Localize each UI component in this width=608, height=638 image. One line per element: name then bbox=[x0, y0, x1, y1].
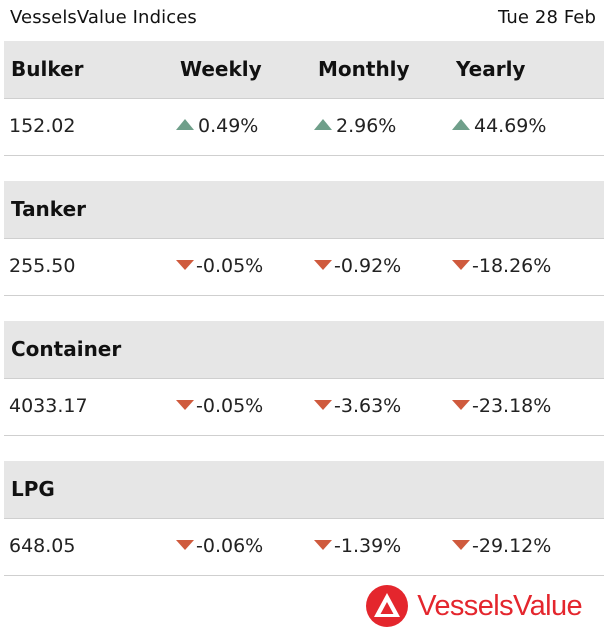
weekly-change: 0.49% bbox=[176, 115, 258, 137]
yearly-change: 44.69% bbox=[452, 115, 546, 137]
section-name: Bulker bbox=[11, 57, 84, 81]
index-value: 255.50 bbox=[9, 255, 76, 277]
index-value: 648.05 bbox=[9, 535, 76, 557]
index-section-container: Container 4033.17 -0.05% -3.63% -23.18% bbox=[4, 321, 604, 436]
vesselsvalue-logo-icon bbox=[366, 585, 409, 627]
triangle-down-icon bbox=[176, 259, 194, 270]
widget-header: VesselsValue Indices Tue 28 Feb bbox=[4, 0, 604, 40]
weekly-change-value: -0.05% bbox=[196, 395, 264, 417]
weekly-change-value: -0.05% bbox=[196, 255, 264, 277]
triangle-down-icon bbox=[452, 539, 470, 550]
yearly-change-value: -23.18% bbox=[472, 395, 552, 417]
section-name: LPG bbox=[11, 477, 55, 501]
yearly-change: -18.26% bbox=[452, 255, 551, 277]
vesselsvalue-logo[interactable]: VesselsValue bbox=[365, 584, 583, 628]
triangle-up-icon bbox=[176, 119, 194, 130]
triangle-down-icon bbox=[452, 399, 470, 410]
section-header: Bulker Weekly Monthly Yearly bbox=[4, 41, 604, 99]
column-header-monthly: Monthly bbox=[318, 57, 410, 81]
triangle-down-icon bbox=[314, 539, 332, 550]
logo-text: VesselsValue bbox=[417, 589, 582, 622]
index-value: 152.02 bbox=[9, 115, 76, 137]
table-row: 648.05 -0.06% -1.39% -29.12% bbox=[4, 519, 604, 576]
triangle-up-icon bbox=[314, 119, 332, 130]
monthly-change: -0.92% bbox=[314, 255, 401, 277]
weekly-change: -0.05% bbox=[176, 395, 263, 417]
weekly-change: -0.05% bbox=[176, 255, 263, 277]
section-name: Container bbox=[11, 337, 122, 361]
monthly-change-value: -1.39% bbox=[334, 535, 402, 557]
widget-title: VesselsValue Indices bbox=[10, 7, 197, 28]
table-row: 4033.17 -0.05% -3.63% -23.18% bbox=[4, 379, 604, 436]
monthly-change: -1.39% bbox=[314, 535, 401, 557]
triangle-down-icon bbox=[314, 399, 332, 410]
yearly-change-value: -29.12% bbox=[472, 535, 552, 557]
index-section-lpg: LPG 648.05 -0.06% -1.39% -29.12% bbox=[4, 461, 604, 576]
yearly-change-value: 44.69% bbox=[474, 115, 547, 137]
yearly-change: -23.18% bbox=[452, 395, 551, 417]
section-name: Tanker bbox=[11, 197, 86, 221]
monthly-change-value: 2.96% bbox=[336, 115, 397, 137]
table-row: 152.02 0.49% 2.96% 44.69% bbox=[4, 99, 604, 156]
weekly-change-value: 0.49% bbox=[198, 115, 259, 137]
triangle-down-icon bbox=[176, 539, 194, 550]
index-value: 4033.17 bbox=[9, 395, 88, 417]
monthly-change: -3.63% bbox=[314, 395, 401, 417]
column-header-yearly: Yearly bbox=[456, 57, 526, 81]
yearly-change-value: -18.26% bbox=[472, 255, 552, 277]
table-row: 255.50 -0.05% -0.92% -18.26% bbox=[4, 239, 604, 296]
triangle-down-icon bbox=[176, 399, 194, 410]
section-header: Tanker bbox=[4, 181, 604, 239]
weekly-change: -0.06% bbox=[176, 535, 263, 557]
monthly-change-value: -0.92% bbox=[334, 255, 402, 277]
widget-date: Tue 28 Feb bbox=[498, 7, 596, 28]
section-header: LPG bbox=[4, 461, 604, 519]
triangle-down-icon bbox=[452, 259, 470, 270]
monthly-change: 2.96% bbox=[314, 115, 396, 137]
monthly-change-value: -3.63% bbox=[334, 395, 402, 417]
index-section-tanker: Tanker 255.50 -0.05% -0.92% -18.26% bbox=[4, 181, 604, 296]
yearly-change: -29.12% bbox=[452, 535, 551, 557]
column-header-weekly: Weekly bbox=[180, 57, 262, 81]
weekly-change-value: -0.06% bbox=[196, 535, 264, 557]
section-header: Container bbox=[4, 321, 604, 379]
triangle-up-icon bbox=[452, 119, 470, 130]
triangle-down-icon bbox=[314, 259, 332, 270]
index-section-bulker: Bulker Weekly Monthly Yearly 152.02 0.49… bbox=[4, 41, 604, 156]
